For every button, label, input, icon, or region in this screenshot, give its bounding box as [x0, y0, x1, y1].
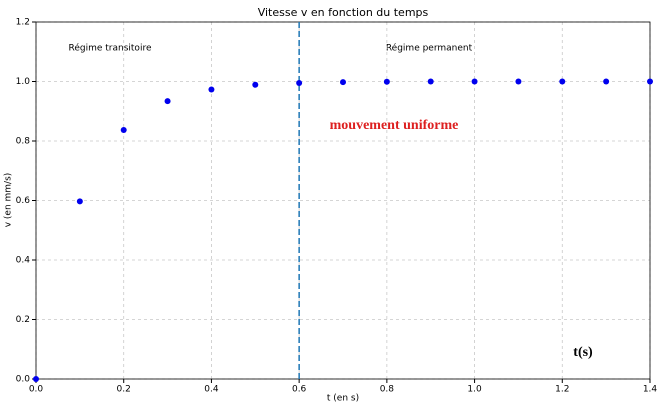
y-tick-label: 0.4: [16, 256, 31, 266]
annotation: t(s): [573, 345, 593, 360]
point: [252, 81, 259, 88]
y-tick-label: 0.8: [16, 137, 31, 147]
y-tick-label: 1.2: [16, 18, 30, 28]
point: [471, 78, 478, 85]
plot-frame: [35, 21, 651, 380]
x-tick-label: 0.6: [292, 385, 307, 395]
y-tick-label: 0.0: [16, 375, 31, 385]
x-tick-label: 0.0: [29, 385, 44, 395]
y-tick-label: 0.2: [16, 315, 30, 325]
point: [164, 98, 171, 105]
x-tick-label: 1.2: [555, 385, 569, 395]
point: [33, 376, 39, 382]
annotation: Régime transitoire: [69, 43, 152, 54]
point: [427, 78, 434, 85]
point: [340, 79, 346, 86]
x-tick-label: 1.4: [643, 385, 658, 395]
point: [515, 78, 522, 85]
annotation: Régime permanent: [386, 43, 473, 54]
x-tick-label: 0.8: [380, 385, 395, 395]
x-tick-label: 0.4: [204, 385, 219, 395]
point: [296, 79, 303, 86]
y-axis-label: v (en mm/s): [4, 173, 14, 228]
point: [603, 78, 610, 85]
x-tick-label: 0.2: [117, 385, 131, 395]
point: [76, 198, 83, 205]
x-axis-label: t (en s): [327, 394, 359, 402]
annotation: mouvement uniforme: [330, 118, 459, 133]
y-tick-label: 1.0: [16, 77, 31, 87]
point: [559, 78, 566, 85]
point: [383, 78, 390, 85]
point: [647, 78, 653, 85]
chart-title: Vitesse v en fonction du temps: [258, 6, 429, 19]
point: [120, 126, 127, 133]
point: [208, 86, 215, 93]
x-tick-label: 1.0: [467, 385, 482, 395]
y-tick-label: 0.6: [16, 196, 31, 206]
